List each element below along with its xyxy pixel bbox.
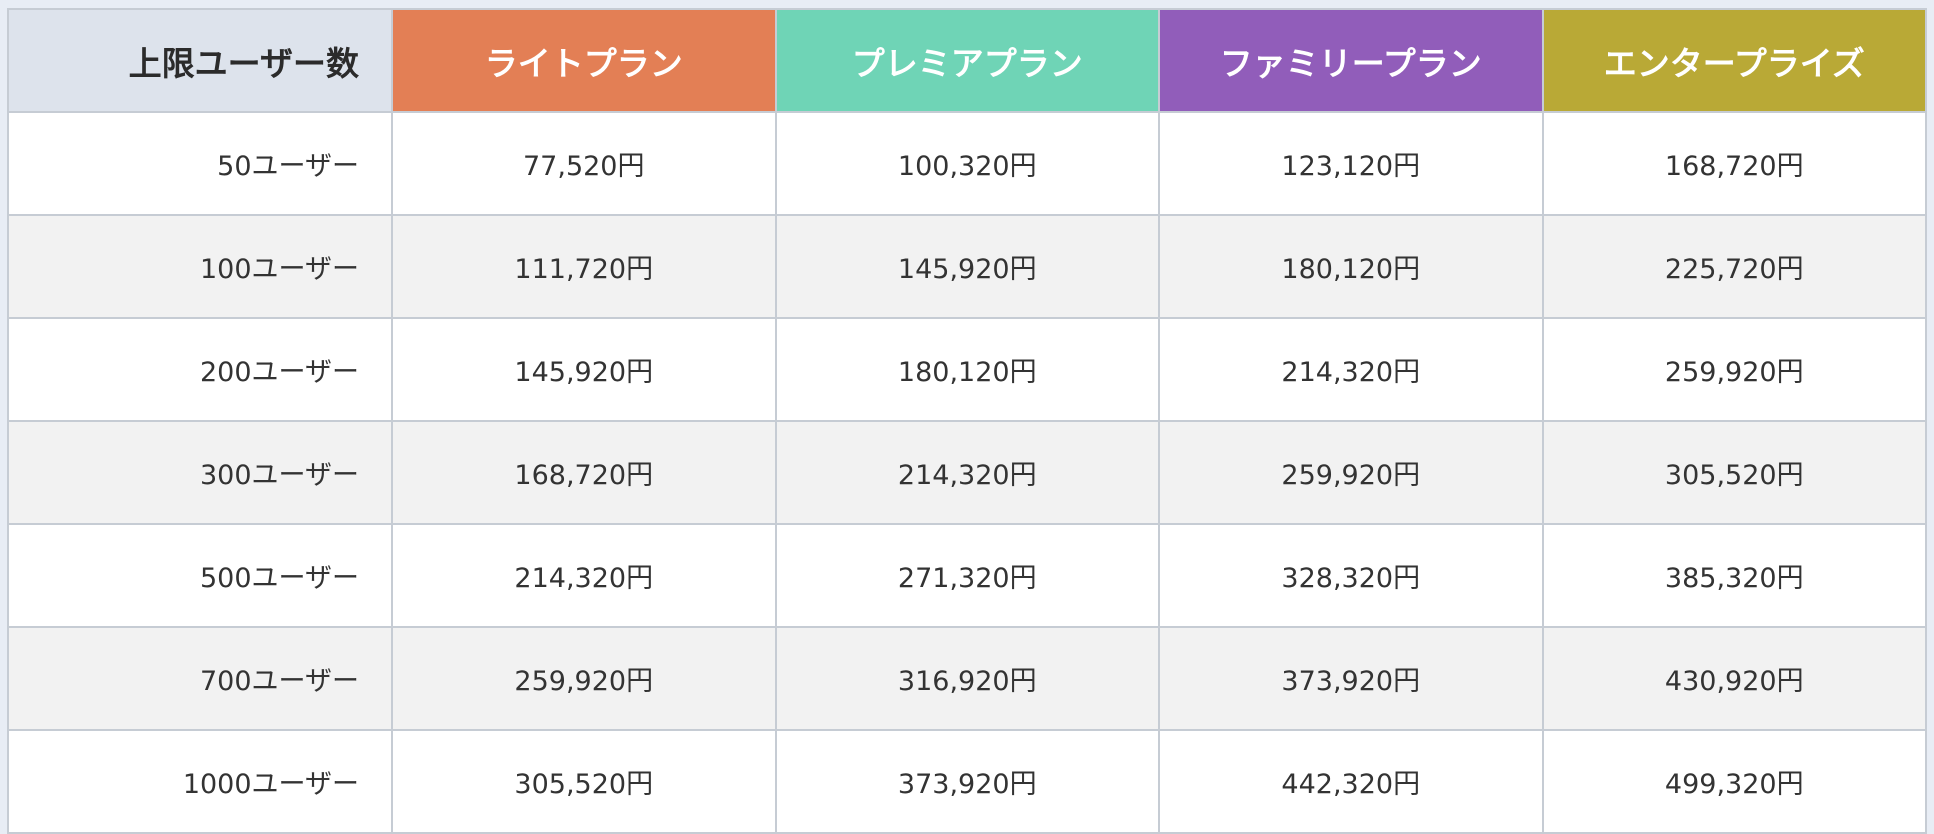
price-cell: 499,320円 xyxy=(1541,729,1927,834)
user-limit-label: 1000ユーザー xyxy=(7,729,393,834)
price-cell: 259,920円 xyxy=(1158,420,1544,525)
price-cell: 180,120円 xyxy=(1158,214,1544,319)
plan-header-premier: プレミアプラン xyxy=(774,8,1160,113)
user-limit-label: 700ユーザー xyxy=(7,626,393,731)
user-limit-label: 200ユーザー xyxy=(7,317,393,422)
user-limit-label: 300ユーザー xyxy=(7,420,393,525)
price-cell: 123,120円 xyxy=(1158,111,1544,216)
table-row: 300ユーザー 168,720円 214,320円 259,920円 305,5… xyxy=(7,420,1927,525)
price-cell: 328,320円 xyxy=(1158,523,1544,628)
plan-header-family: ファミリープラン xyxy=(1158,8,1544,113)
price-cell: 180,120円 xyxy=(774,317,1160,422)
price-cell: 225,720円 xyxy=(1541,214,1927,319)
user-limit-header: 上限ユーザー数 xyxy=(7,8,393,113)
price-cell: 145,920円 xyxy=(774,214,1160,319)
price-cell: 77,520円 xyxy=(391,111,777,216)
table-row: 100ユーザー 111,720円 145,920円 180,120円 225,7… xyxy=(7,214,1927,319)
user-limit-label: 50ユーザー xyxy=(7,111,393,216)
table-row: 50ユーザー 77,520円 100,320円 123,120円 168,720… xyxy=(7,111,1927,216)
plan-header-enterprise: エンタープライズ xyxy=(1541,8,1927,113)
price-cell: 214,320円 xyxy=(1158,317,1544,422)
price-cell: 214,320円 xyxy=(391,523,777,628)
price-cell: 111,720円 xyxy=(391,214,777,319)
price-cell: 168,720円 xyxy=(391,420,777,525)
header-row: 上限ユーザー数 ライトプラン プレミアプラン ファミリープラン エンタープライズ xyxy=(7,8,1927,113)
plan-header-light: ライトプラン xyxy=(391,8,777,113)
price-cell: 271,320円 xyxy=(774,523,1160,628)
table-row: 700ユーザー 259,920円 316,920円 373,920円 430,9… xyxy=(7,626,1927,731)
user-limit-label: 500ユーザー xyxy=(7,523,393,628)
price-cell: 259,920円 xyxy=(1541,317,1927,422)
price-cell: 442,320円 xyxy=(1158,729,1544,834)
price-cell: 259,920円 xyxy=(391,626,777,731)
price-cell: 168,720円 xyxy=(1541,111,1927,216)
user-limit-label: 100ユーザー xyxy=(7,214,393,319)
table-row: 1000ユーザー 305,520円 373,920円 442,320円 499,… xyxy=(7,729,1927,834)
price-cell: 305,520円 xyxy=(1541,420,1927,525)
price-cell: 145,920円 xyxy=(391,317,777,422)
price-cell: 214,320円 xyxy=(774,420,1160,525)
table-row: 500ユーザー 214,320円 271,320円 328,320円 385,3… xyxy=(7,523,1927,628)
price-cell: 385,320円 xyxy=(1541,523,1927,628)
price-cell: 305,520円 xyxy=(391,729,777,834)
price-cell: 373,920円 xyxy=(774,729,1160,834)
price-cell: 430,920円 xyxy=(1541,626,1927,731)
price-cell: 316,920円 xyxy=(774,626,1160,731)
pricing-table: 上限ユーザー数 ライトプラン プレミアプラン ファミリープラン エンタープライズ… xyxy=(7,8,1927,834)
price-cell: 373,920円 xyxy=(1158,626,1544,731)
table-row: 200ユーザー 145,920円 180,120円 214,320円 259,9… xyxy=(7,317,1927,422)
price-cell: 100,320円 xyxy=(774,111,1160,216)
